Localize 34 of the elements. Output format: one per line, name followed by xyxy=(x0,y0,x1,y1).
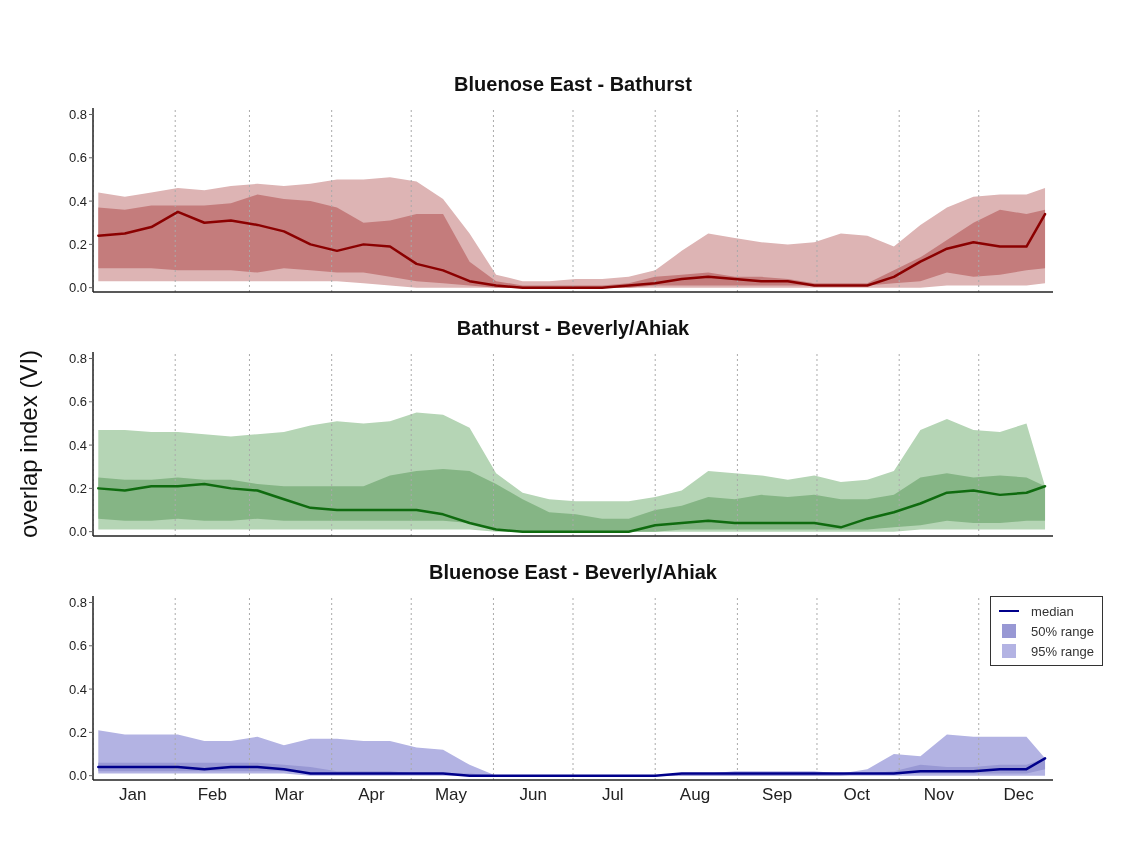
y-tick-label: 0.4 xyxy=(68,681,87,697)
x-tick-label: Feb xyxy=(197,785,227,805)
legend-label: median xyxy=(1031,603,1074,619)
y-tick-label: 0.6 xyxy=(68,394,87,410)
y-tick-label: 0.8 xyxy=(68,107,87,123)
y-tick-label: 0.2 xyxy=(68,480,87,496)
x-tick-label: Sep xyxy=(762,785,793,805)
x-tick-label: Aug xyxy=(679,785,711,805)
y-tick-label: 0.6 xyxy=(68,638,87,654)
y-tick-label: 0.4 xyxy=(68,193,87,209)
x-tick-label: Oct xyxy=(843,785,871,805)
y-tick-label: 0.0 xyxy=(68,280,87,296)
y-tick-label: 0.4 xyxy=(68,437,87,453)
x-tick-label: Apr xyxy=(358,785,386,805)
legend-label: 50% range xyxy=(1031,623,1094,639)
y-tick-label: 0.8 xyxy=(68,595,87,611)
y-tick-label: 0.6 xyxy=(68,150,87,166)
x-tick-label: Jul xyxy=(601,785,624,805)
x-tick-label: Dec xyxy=(1003,785,1035,805)
y-axis-title: overlap index (VI) xyxy=(14,349,42,539)
legend-label: 95% range xyxy=(1031,643,1094,659)
x-tick-label: Jan xyxy=(119,785,147,805)
x-tick-label: Jun xyxy=(519,785,547,805)
y-tick-label: 0.2 xyxy=(68,724,87,740)
y-tick-label: 0.2 xyxy=(68,236,87,252)
chart-title: Bathurst - Beverly/Ahiak xyxy=(455,316,691,341)
chart-title: Bluenose East - Bathurst xyxy=(453,72,693,97)
x-tick-label: May xyxy=(434,785,468,805)
y-tick-label: 0.8 xyxy=(68,351,87,367)
y-tick-label: 0.0 xyxy=(68,524,87,540)
y-tick-label: 0.0 xyxy=(68,768,87,784)
x-tick-label: Nov xyxy=(923,785,955,805)
chart-title: Bluenose East - Beverly/Ahiak xyxy=(428,560,718,585)
x-tick-label: Mar xyxy=(274,785,305,805)
